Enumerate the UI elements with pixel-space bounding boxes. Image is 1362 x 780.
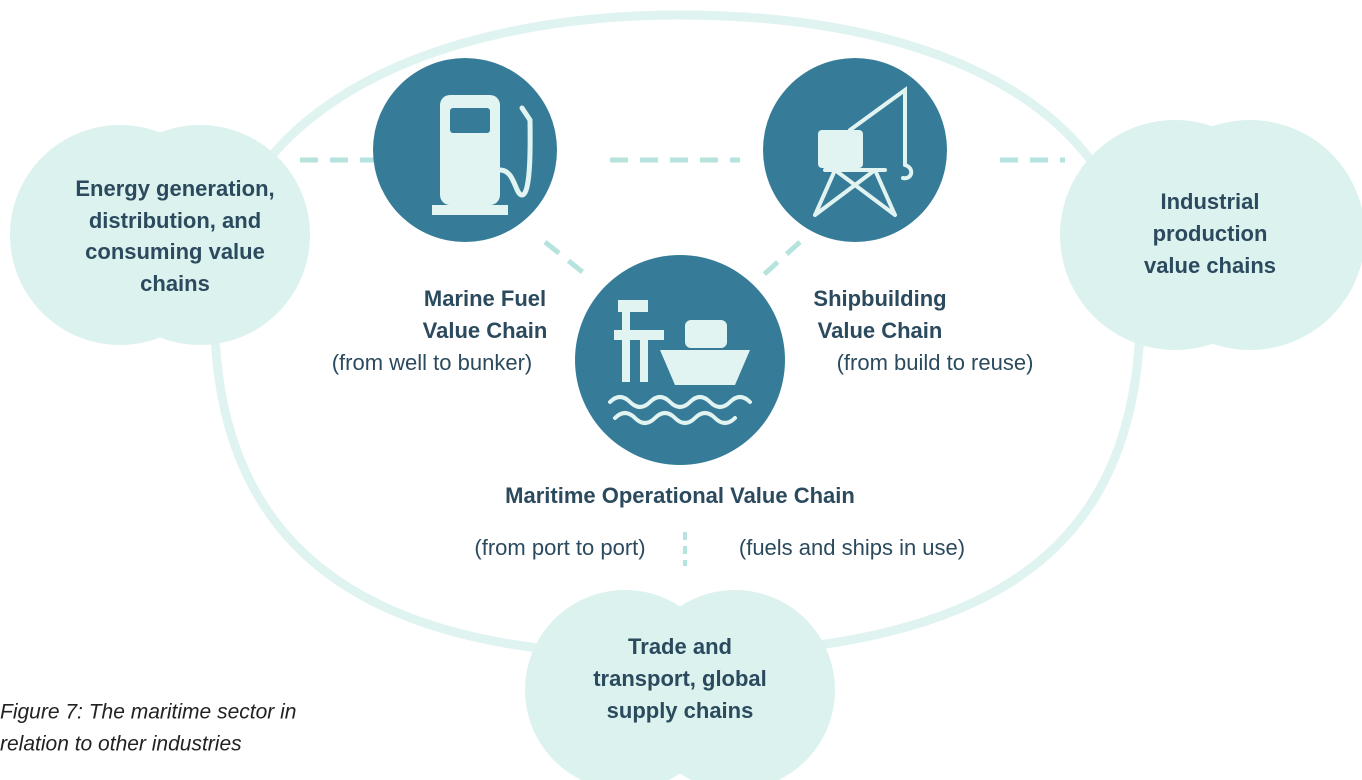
label: Value Chain <box>423 318 548 343</box>
label: (fuels and ships in use) <box>739 535 965 560</box>
label: chains <box>140 271 210 296</box>
outer-labels: Energy generation, distribution, and con… <box>75 176 1276 723</box>
connectors <box>300 157 1065 566</box>
outer-blobs <box>10 120 1362 780</box>
caption: Figure 7: The maritime sector in <box>0 701 296 724</box>
label: consuming value <box>85 239 265 264</box>
label: Value Chain <box>818 318 943 343</box>
label: (from port to port) <box>474 535 645 560</box>
ship-icon <box>608 300 752 425</box>
label: Energy generation, <box>75 176 274 201</box>
label: value chains <box>1144 253 1276 278</box>
fuel-icon <box>432 95 533 215</box>
chain-labels: Marine Fuel Value Chain (from well to bu… <box>332 286 1034 560</box>
label: Marine Fuel <box>424 286 546 311</box>
label: Industrial <box>1160 189 1259 214</box>
label: (from well to bunker) <box>332 350 533 375</box>
crane-icon <box>813 86 914 217</box>
label: (from build to reuse) <box>837 350 1034 375</box>
label: distribution, and <box>89 208 261 233</box>
label: production <box>1153 221 1268 246</box>
label: Shipbuilding <box>813 286 946 311</box>
label: transport, global <box>593 666 767 691</box>
label: supply chains <box>607 698 754 723</box>
caption: relation to other industries <box>0 733 242 756</box>
label: Maritime Operational Value Chain <box>505 483 855 508</box>
label: Trade and <box>628 634 732 659</box>
